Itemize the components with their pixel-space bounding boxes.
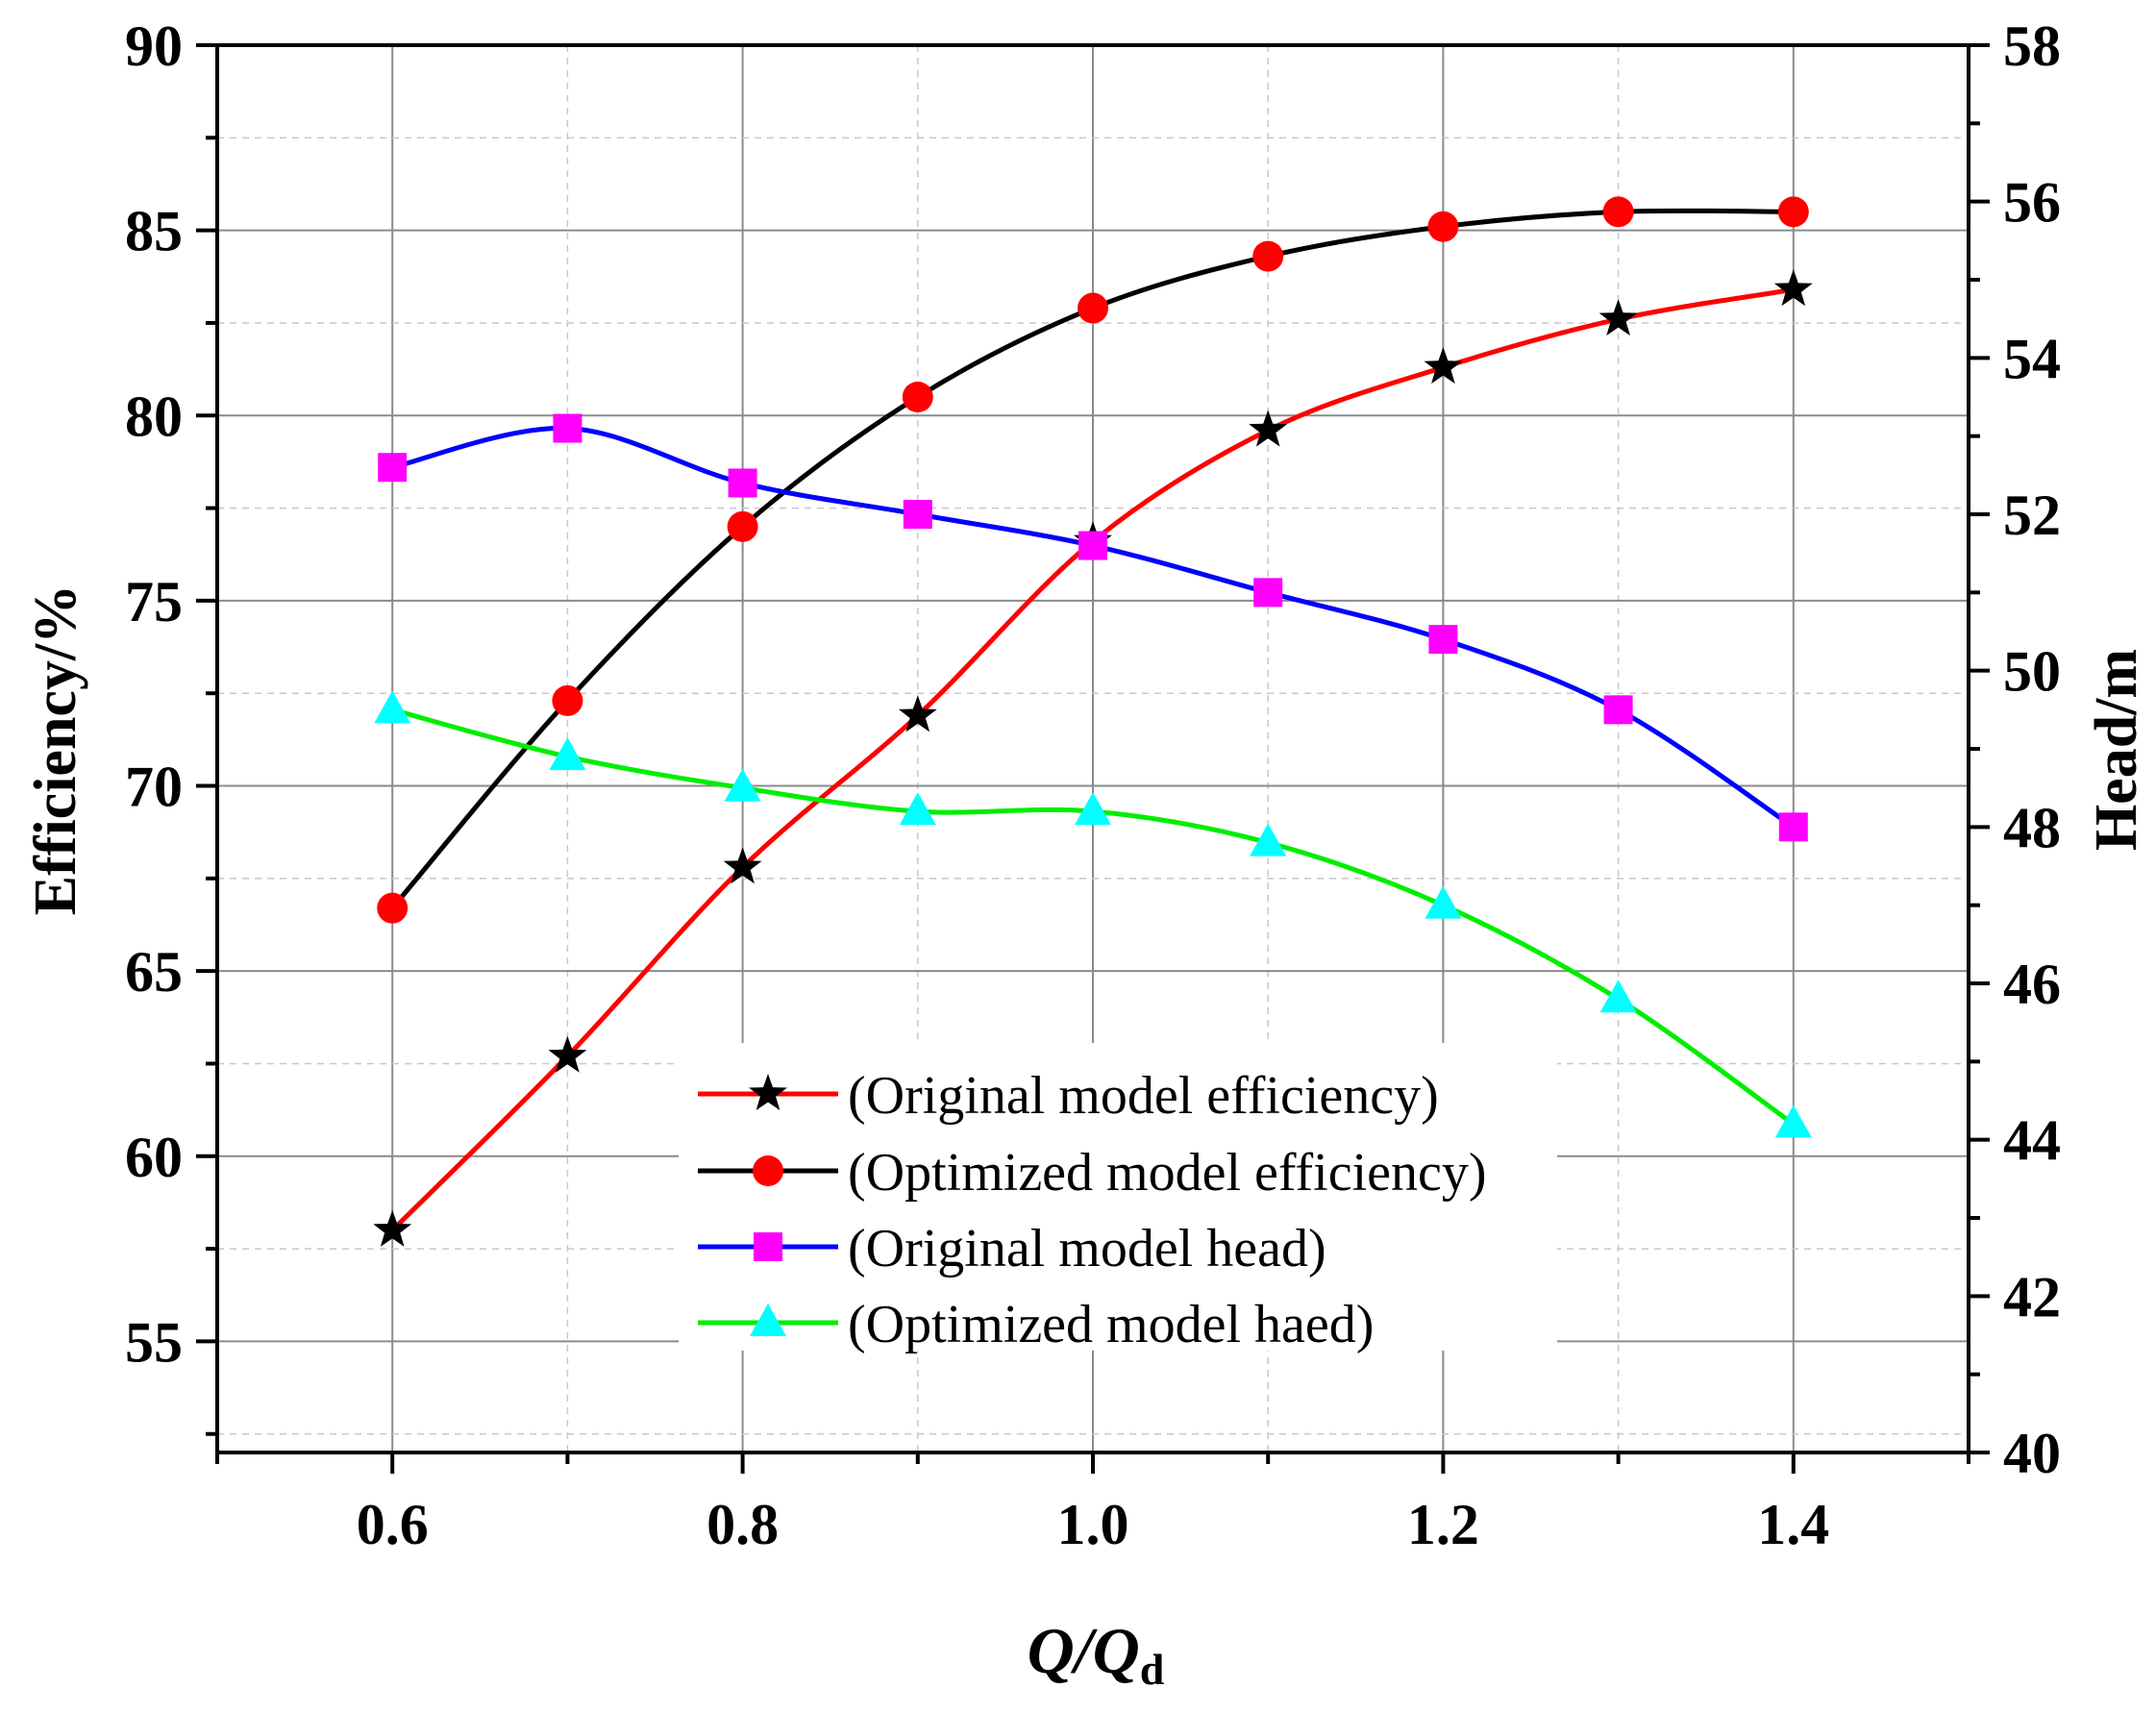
data-point-series-3 bbox=[1428, 625, 1458, 655]
y-right-tick-label: 52 bbox=[2003, 484, 2061, 547]
series-line-2 bbox=[390, 208, 1794, 910]
data-point-series-4 bbox=[724, 768, 761, 802]
y-left-tick-label: 70 bbox=[125, 756, 183, 819]
x-tick-label: 1.0 bbox=[1057, 1493, 1129, 1556]
data-point-series-2 bbox=[1602, 196, 1634, 228]
data-point-series-3 bbox=[728, 468, 757, 498]
data-point-series-3 bbox=[553, 413, 582, 443]
ticks-group: 0.6 0.8 1.0 1.2 1.4 55 60 65 70 75 80 85 90 40 42 44 46 4… bbox=[125, 14, 2061, 1556]
y-left-tick-label: 75 bbox=[125, 570, 183, 633]
data-point-series-2 bbox=[1252, 240, 1284, 272]
y-right-tick-label: 54 bbox=[2003, 327, 2061, 390]
legend-label-3: (Original model head) bbox=[848, 1219, 1326, 1279]
data-point-series-4 bbox=[374, 690, 411, 724]
data-point-series-4 bbox=[1250, 823, 1287, 856]
data-point-series-2 bbox=[552, 684, 583, 716]
legend-marker-1 bbox=[749, 1074, 787, 1110]
data-point-series-4 bbox=[899, 792, 936, 826]
y-right-tick-label: 46 bbox=[2003, 953, 2061, 1016]
data-point-series-3 bbox=[378, 453, 408, 483]
y-right-tick-label: 44 bbox=[2003, 1109, 2061, 1173]
x-tick-label: 0.8 bbox=[706, 1493, 779, 1556]
y-left-tick-label: 80 bbox=[125, 385, 183, 448]
y-left-tick-label: 90 bbox=[125, 14, 183, 78]
data-point-series-3 bbox=[1778, 812, 1808, 842]
x-tick-label: 0.6 bbox=[357, 1493, 429, 1556]
legend-marker-3 bbox=[754, 1232, 782, 1261]
legend-label-1: (Original model efficiency) bbox=[848, 1066, 1439, 1126]
data-point-series-3 bbox=[1603, 695, 1633, 725]
data-point-series-2 bbox=[902, 382, 933, 412]
x-axis-label: Q/Qd bbox=[1028, 1614, 1165, 1694]
y-right-tick-label: 42 bbox=[2003, 1265, 2061, 1328]
data-point-series-1 bbox=[1598, 299, 1638, 336]
data-point-series-4 bbox=[549, 737, 586, 771]
data-point-series-4 bbox=[1425, 885, 1462, 919]
series-line-1 bbox=[390, 286, 1795, 1232]
legend-label-4: (Optimized model haed) bbox=[848, 1295, 1374, 1354]
data-point-series-4 bbox=[1075, 792, 1111, 826]
legend-marker-4 bbox=[750, 1303, 786, 1336]
data-point-series-1 bbox=[373, 1209, 412, 1247]
data-point-series-4 bbox=[1774, 1105, 1812, 1138]
data-point-series-2 bbox=[727, 510, 758, 542]
y-right-tick-label: 56 bbox=[2003, 171, 2061, 235]
data-point-series-4 bbox=[1599, 980, 1637, 1013]
legend-label-2: (Optimized model efficiency) bbox=[848, 1143, 1486, 1203]
y-right-tick-label: 40 bbox=[2003, 1422, 2061, 1485]
data-point-series-2 bbox=[377, 892, 409, 924]
legend-items: (Original model efficiency) (Optimized mo… bbox=[698, 1066, 1486, 1354]
y-right-tick-label: 48 bbox=[2003, 796, 2061, 859]
y-left-tick-label: 65 bbox=[125, 940, 183, 1004]
x-tick-label: 1.4 bbox=[1757, 1493, 1829, 1556]
data-point-series-3 bbox=[903, 500, 932, 529]
y-left-tick-label: 55 bbox=[125, 1310, 183, 1374]
data-point-series-2 bbox=[1078, 292, 1108, 324]
series-group bbox=[373, 196, 1813, 1247]
y-left-tick-label: 85 bbox=[125, 200, 183, 263]
data-point-series-3 bbox=[1253, 578, 1283, 608]
data-point-series-1 bbox=[898, 695, 937, 732]
y-axis-right-label: Head/m bbox=[2084, 649, 2149, 851]
y-left-tick-label: 60 bbox=[125, 1126, 183, 1189]
legend-marker-2 bbox=[753, 1155, 783, 1186]
legend: (Original model efficiency) (Optimized mo… bbox=[679, 1043, 1557, 1354]
y-right-tick-label: 50 bbox=[2003, 640, 2061, 704]
x-tick-label: 1.2 bbox=[1407, 1493, 1479, 1556]
y-axis-left-label: Efficiency/% bbox=[23, 584, 88, 915]
data-point-series-1 bbox=[723, 847, 762, 884]
data-point-series-1 bbox=[1773, 269, 1813, 307]
data-point-series-1 bbox=[1249, 410, 1288, 447]
data-point-series-1 bbox=[1424, 347, 1463, 385]
data-point-series-2 bbox=[1777, 196, 1809, 228]
data-point-series-2 bbox=[1427, 211, 1459, 242]
data-point-series-3 bbox=[1078, 531, 1107, 560]
y-right-tick-label: 58 bbox=[2003, 14, 2061, 78]
data-point-series-1 bbox=[548, 1035, 587, 1073]
